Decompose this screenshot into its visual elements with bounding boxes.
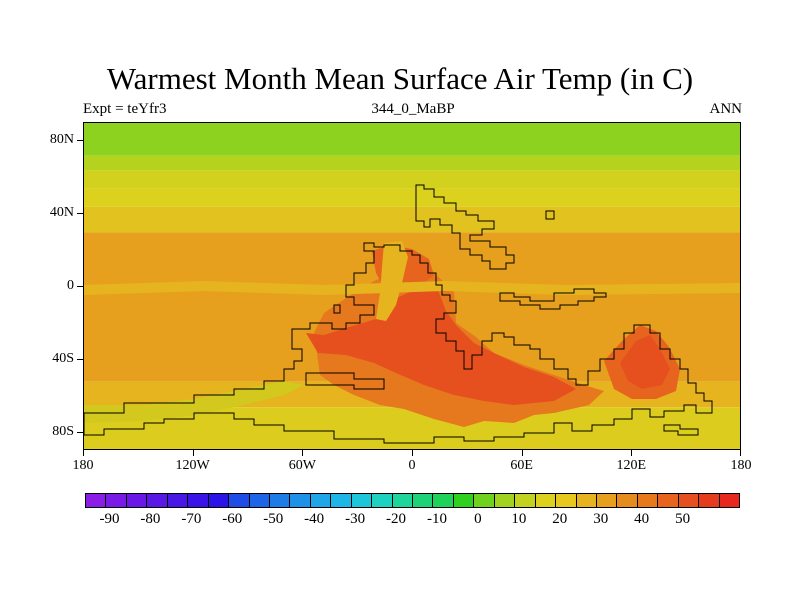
lon-tick-mark	[740, 450, 741, 456]
lon-tick-label: 180	[72, 458, 94, 473]
colorbar-swatch	[331, 494, 352, 507]
colorbar-swatch	[310, 494, 332, 507]
lon-tick-mark	[631, 450, 633, 456]
colorbar-swatch	[269, 494, 291, 507]
period-label: 344_0_MaBP	[371, 101, 455, 117]
colorbar-label: -20	[386, 511, 407, 527]
map-plot	[84, 123, 740, 449]
lat-tick-label: 40S	[52, 350, 74, 366]
colorbar-label: 20	[552, 511, 568, 527]
zonal-band-3	[84, 188, 740, 207]
lat-tick-label: 80N	[49, 132, 74, 148]
colorbar-swatch	[351, 494, 373, 507]
colorbar-label: -50	[263, 511, 284, 527]
season-label: ANN	[709, 101, 743, 117]
lat-tick-mark	[77, 286, 83, 287]
colorbar-swatch	[474, 494, 495, 507]
small-island-outline	[545, 210, 555, 220]
map-title: Warmest Month Mean Surface Air Temp (in …	[106, 61, 694, 96]
lon-tick-mark	[83, 450, 84, 456]
colorbar-swatch	[167, 494, 189, 507]
colorbar-swatch	[433, 494, 454, 507]
colorbar-swatch	[658, 494, 679, 507]
eastern-north-orange	[84, 281, 740, 295]
east-hottest-core	[620, 335, 670, 389]
lat-tick-mark	[77, 358, 83, 360]
lon-tick-label: 0	[408, 458, 416, 473]
colorbar-label: 0	[474, 511, 482, 527]
temperature-map	[83, 122, 741, 450]
colorbar-swatch	[556, 494, 577, 507]
lon-tick-label: 180	[730, 458, 752, 473]
lat-tick-label: 80S	[52, 423, 74, 439]
colorbar-label: 10	[511, 511, 527, 527]
colorbar-label: -10	[426, 511, 447, 527]
colorbar-swatch	[453, 494, 475, 507]
experiment-label: Expt = teYfr3	[83, 101, 167, 117]
colorbar-swatch	[188, 494, 209, 507]
gondwana-outline	[84, 242, 713, 444]
lon-tick-label: 60E	[510, 458, 533, 473]
zonal-band-2	[84, 170, 740, 189]
colorbar	[85, 493, 740, 508]
colorbar-swatch	[515, 494, 536, 507]
central-yellow-streak	[376, 241, 408, 321]
zonal-band-0	[84, 123, 740, 156]
zonal-band-4	[84, 206, 740, 233]
inner-lake-outline	[305, 372, 385, 390]
colorbar-swatch	[637, 494, 659, 507]
lat-tick-label: 0	[67, 278, 74, 293]
zonal-band-1	[84, 155, 740, 171]
east-strip-outline	[499, 288, 607, 310]
colorbar-swatch	[229, 494, 250, 507]
north-continent-outline	[415, 184, 515, 270]
lon-tick-label: 120E	[616, 458, 647, 473]
colorbar-swatch	[617, 494, 638, 507]
colorbar-swatch	[413, 494, 434, 507]
colorbar-swatch	[719, 494, 739, 507]
small-east-outline	[663, 424, 699, 436]
colorbar-label: -40	[304, 511, 325, 527]
colorbar-swatch	[596, 494, 618, 507]
colorbar-swatch	[86, 494, 107, 507]
colorbar-swatch	[392, 494, 413, 507]
lon-tick-label: 120W	[175, 458, 210, 473]
colorbar-swatch	[494, 494, 516, 507]
colorbar-swatch	[699, 494, 720, 507]
lat-tick-label: 40N	[49, 205, 74, 221]
colorbar-swatch	[290, 494, 311, 507]
central-hottest-region	[306, 285, 576, 405]
west-island-outline	[333, 304, 341, 314]
colorbar-label: -60	[222, 511, 243, 527]
colorbar-swatch	[372, 494, 393, 507]
lon-tick-mark	[521, 450, 523, 456]
colorbar-label: -70	[181, 511, 202, 527]
colorbar-swatch	[208, 494, 230, 507]
colorbar-swatch	[106, 494, 127, 507]
lon-tick-label: 60W	[288, 458, 316, 473]
colorbar-label: -80	[140, 511, 161, 527]
lat-tick-mark	[77, 431, 83, 433]
lon-tick-mark	[192, 450, 194, 456]
colorbar-swatch	[249, 494, 270, 507]
lat-tick-mark	[77, 140, 83, 142]
lat-tick-mark	[77, 213, 83, 215]
colorbar-swatch	[576, 494, 597, 507]
colorbar-swatch	[126, 494, 148, 507]
colorbar-label: -30	[345, 511, 366, 527]
continent-outlines	[84, 184, 713, 444]
colorbar-label: 40	[634, 511, 650, 527]
colorbar-swatch	[535, 494, 557, 507]
lon-tick-mark	[412, 450, 413, 456]
colorbar-swatch	[147, 494, 168, 507]
lon-tick-mark	[302, 450, 304, 456]
colorbar-label: -90	[99, 511, 120, 527]
colorbar-label: 30	[593, 511, 609, 527]
colorbar-swatch	[678, 494, 700, 507]
colorbar-label: 50	[675, 511, 691, 527]
